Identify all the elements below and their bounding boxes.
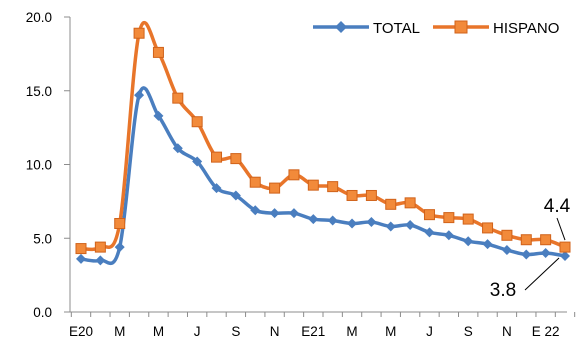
x-tick-label: N <box>270 324 280 339</box>
data-point-total <box>308 214 319 225</box>
y-tick-label: 5.0 <box>33 231 52 246</box>
data-point-hispano <box>404 197 416 209</box>
legend-total-marker <box>335 21 347 33</box>
data-point-total <box>385 221 396 232</box>
annotation-hispano-last: 4.4 <box>544 196 571 217</box>
data-point-total <box>230 190 241 201</box>
data-point-hispano <box>172 92 184 104</box>
data-point-hispano <box>385 198 397 210</box>
data-point-hispano <box>520 234 532 246</box>
legend: TOTAL HISPANO <box>313 20 559 37</box>
y-tick-label: 0.0 <box>33 305 52 320</box>
data-point-hispano <box>559 241 571 253</box>
data-point-total <box>482 239 493 250</box>
legend-total-label: TOTAL <box>373 20 420 37</box>
data-point-hispano <box>327 181 339 193</box>
data-point-hispano <box>94 241 106 253</box>
x-tick-label: J <box>426 324 433 339</box>
data-point-hispano <box>133 27 145 39</box>
x-tick-label: M <box>346 324 357 339</box>
legend-hispano-marker <box>454 20 468 34</box>
data-point-hispano <box>211 151 223 163</box>
data-point-hispano <box>288 169 300 181</box>
series-layer <box>75 21 571 266</box>
data-point-total <box>327 215 338 226</box>
data-point-total <box>443 230 454 241</box>
x-tick-label: M <box>114 324 125 339</box>
y-tick-label: 15.0 <box>26 84 52 99</box>
data-point-hispano <box>75 243 87 255</box>
data-point-total <box>192 156 203 167</box>
data-point-hispano <box>482 222 494 234</box>
series-line-total <box>80 86 566 266</box>
legend-hispano-label: HISPANO <box>493 20 559 37</box>
y-axis-ticks: 0.0 5.0 10.0 15.0 20.0 <box>26 10 70 320</box>
y-tick-label: 20.0 <box>26 10 52 25</box>
data-point-total <box>211 183 222 194</box>
data-point-total <box>250 205 261 216</box>
annotation-total-leader <box>524 257 560 291</box>
data-point-hispano <box>307 179 319 191</box>
data-point-total <box>288 208 299 219</box>
data-point-hispano <box>365 189 377 201</box>
data-point-total <box>347 218 358 229</box>
data-point-total <box>540 248 551 258</box>
data-point-hispano <box>269 182 281 194</box>
data-point-hispano <box>462 213 474 225</box>
x-tick-label: S <box>231 324 240 339</box>
x-tick-label: E20 <box>69 324 93 339</box>
plot-area: 0.05.010.015.020.0 E20 M M J S N E21 M M J S N E 22 … <box>26 10 576 339</box>
x-axis-ticks: E20 M M J S N E21 M M J S N E 22 <box>69 312 576 339</box>
annotation-total-last: 3.8 <box>490 280 516 301</box>
data-point-total <box>114 242 125 253</box>
data-point-hispano <box>501 229 513 241</box>
data-point-hispano <box>346 189 358 201</box>
data-point-total <box>172 143 183 154</box>
data-point-hispano <box>249 176 261 188</box>
data-point-total <box>153 110 164 121</box>
data-point-total <box>366 217 377 228</box>
data-point-total <box>269 208 280 219</box>
data-point-total <box>405 219 416 230</box>
data-point-total <box>560 250 570 261</box>
data-point-total <box>95 255 106 266</box>
data-point-total <box>424 227 435 238</box>
data-point-hispano <box>191 116 203 128</box>
data-point-hispano <box>443 212 455 224</box>
data-point-hispano <box>423 209 435 221</box>
data-point-hispano <box>114 218 126 229</box>
data-point-total <box>463 236 474 247</box>
x-tick-label: M <box>153 324 164 339</box>
x-tick-label: E21 <box>301 324 325 339</box>
x-tick-label: J <box>194 324 201 339</box>
x-tick-label: E 22 <box>532 324 560 339</box>
data-point-total <box>134 90 145 101</box>
x-tick-label: S <box>464 324 473 339</box>
data-point-hispano <box>152 46 164 58</box>
x-tick-label: M <box>385 324 396 339</box>
data-point-hispano <box>540 234 552 246</box>
annotation-hispano-leader <box>556 217 566 241</box>
data-point-total <box>76 253 86 264</box>
x-tick-label: N <box>502 324 512 339</box>
data-point-hispano <box>230 153 242 165</box>
annotations: 4.4 3.8 <box>490 196 571 301</box>
y-tick-label: 10.0 <box>26 158 52 173</box>
series-hispano <box>75 21 571 255</box>
data-point-total <box>501 245 512 256</box>
series-total <box>76 86 570 266</box>
data-point-total <box>521 249 532 260</box>
